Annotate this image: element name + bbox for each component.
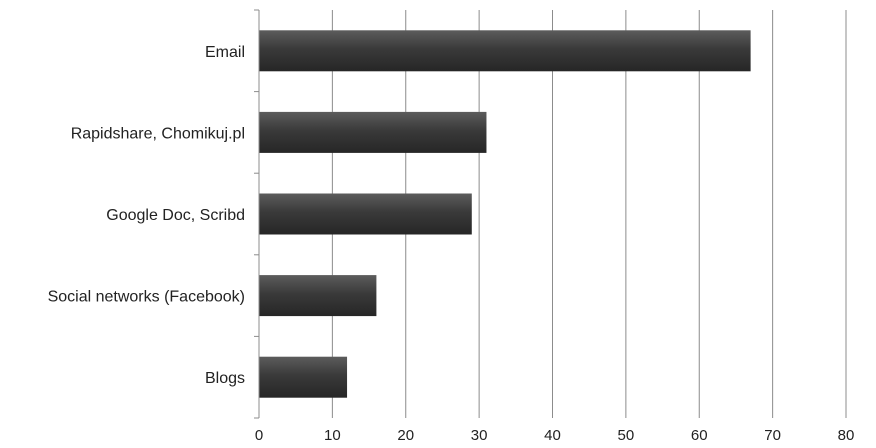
category-labels: Email Rapidshare, Chomikuj.pl Google Doc, … — [48, 44, 245, 387]
bar-email — [259, 30, 751, 72]
category-label: Rapidshare, Chomikuj.pl — [71, 125, 245, 142]
x-tick-label-0: 0 — [255, 427, 263, 444]
category-label: Social networks (Facebook) — [48, 289, 245, 306]
x-tick-label-30: 30 — [471, 427, 488, 444]
gridlines — [331, 10, 847, 418]
x-tick-labels: 0 10 20 30 40 50 60 70 80 — [255, 427, 855, 444]
bar-rapidshare-chomikuj-pl — [259, 111, 487, 153]
x-tick-label-10: 10 — [324, 427, 341, 444]
bar-blogs — [259, 356, 348, 398]
x-tick-label-70: 70 — [764, 427, 781, 444]
category-label: Blogs — [205, 370, 245, 387]
category-label: Google Doc, Scribd — [106, 207, 245, 224]
bar-social-networks-facebook — [259, 275, 377, 317]
y-axis — [254, 9, 260, 419]
category-label: Email — [205, 44, 245, 61]
x-tick-label-80: 80 — [838, 427, 855, 444]
bar-google-doc-scribd — [259, 193, 472, 235]
x-tick-label-50: 50 — [618, 427, 635, 444]
x-tick-label-20: 20 — [397, 427, 414, 444]
x-tick-label-40: 40 — [544, 427, 561, 444]
x-tick-label-60: 60 — [691, 427, 708, 444]
bars — [259, 30, 751, 398]
